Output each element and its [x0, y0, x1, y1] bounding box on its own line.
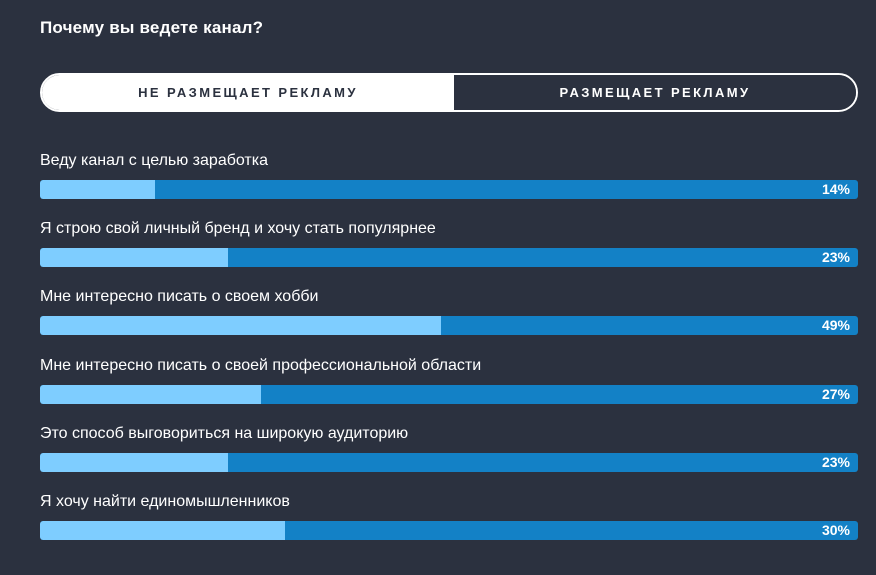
- bar: [40, 384, 261, 404]
- ad-filter-toggle[interactable]: НЕ РАЗМЕЩАЕТ РЕКЛАМУ РАЗМЕЩАЕТ РЕКЛАМУ: [40, 73, 858, 112]
- tab-no-ads[interactable]: НЕ РАЗМЕЩАЕТ РЕКЛАМУ: [42, 75, 454, 110]
- bar-value-label: 27%: [821, 385, 850, 402]
- bar-label: Мне интересно писать о своем хобби: [40, 288, 319, 306]
- bar: [40, 452, 229, 472]
- bar-label: Это способ выговориться на широкую аудит…: [40, 424, 409, 442]
- bar-value-label: 30%: [821, 522, 850, 538]
- bar-value-label: 14%: [821, 181, 850, 197]
- bar-track: 23%: [40, 452, 858, 472]
- bar-label: Веду канал с целью заработка: [40, 152, 268, 169]
- bar-label: Я хочу найти единомышленников: [40, 493, 290, 510]
- bar-value-label: 23%: [821, 249, 850, 266]
- bar-track: 30%: [40, 521, 858, 540]
- bar-value-label: 49%: [821, 317, 850, 334]
- tab-with-ads[interactable]: РАЗМЕЩАЕТ РЕКЛАМУ: [454, 75, 856, 110]
- bar-chart: Веду канал с целью заработка 14% Я строю с…: [40, 0, 858, 575]
- bar: [40, 180, 155, 199]
- bar-label: Мне интересно писать о своей профессиона…: [40, 356, 482, 374]
- chart-title: Почему вы ведете канал?: [40, 18, 264, 37]
- bar: [40, 248, 229, 268]
- bar-track: 27%: [40, 384, 858, 404]
- bar: [40, 521, 286, 540]
- bar-track: 14%: [40, 180, 858, 199]
- bar: [40, 316, 441, 336]
- bar-track: 49%: [40, 316, 858, 336]
- bar-label: Я строю свой личный бренд и хочу стать п…: [40, 220, 436, 238]
- bar-value-label: 23%: [821, 453, 850, 470]
- bar-track: 23%: [40, 248, 858, 268]
